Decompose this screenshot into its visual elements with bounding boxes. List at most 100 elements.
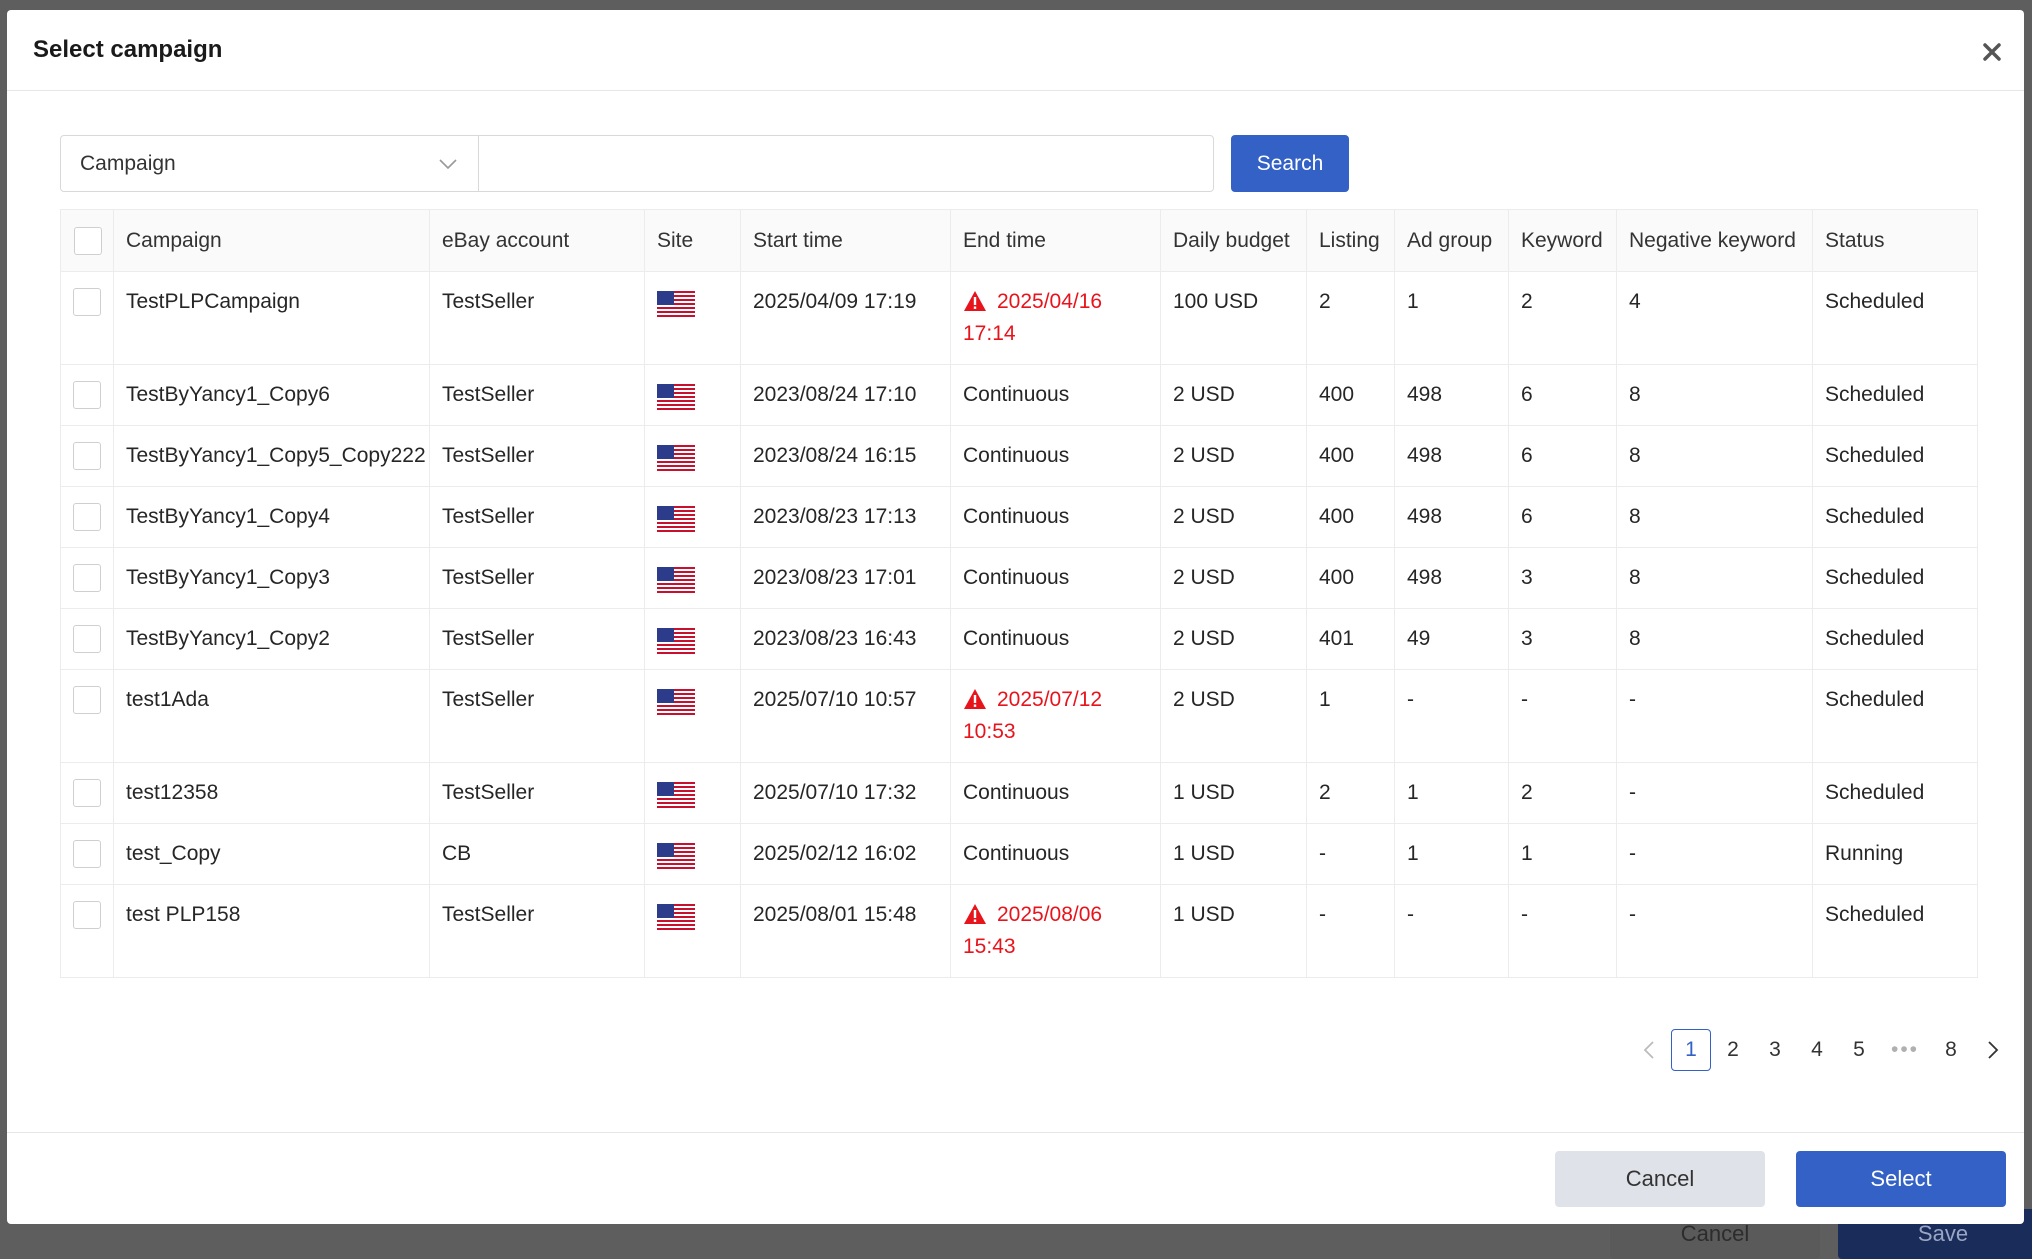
page-button-4[interactable]: 4: [1811, 1038, 1823, 1061]
ad-group-count: -: [1407, 688, 1414, 711]
column-header-negative-keyword[interactable]: Negative keyword: [1616, 209, 1813, 272]
table-row[interactable]: test12358 TestSeller 2025/07/10 17:32 Co…: [60, 762, 1978, 824]
status-cell: Scheduled: [1812, 884, 1978, 978]
search-button[interactable]: Search: [1231, 135, 1349, 192]
start-time-cell: 2025/04/09 17:19: [740, 271, 951, 365]
end-clock-time: 15:43: [963, 935, 1016, 958]
table-row[interactable]: TestByYancy1_Copy5_Copy222 TestSeller 20…: [60, 425, 1978, 487]
page-button-3[interactable]: 3: [1769, 1038, 1781, 1061]
negative-keyword-count: -: [1629, 688, 1636, 711]
column-header-ad-group[interactable]: Ad group: [1394, 209, 1509, 272]
row-checkbox[interactable]: [73, 381, 101, 410]
select-button[interactable]: Select: [1796, 1151, 2006, 1207]
row-checkbox[interactable]: [73, 625, 101, 654]
listing-count: 2: [1319, 290, 1331, 313]
row-checkbox[interactable]: [73, 442, 101, 471]
pagination-ellipsis[interactable]: •••: [1890, 1038, 1920, 1061]
cancel-button[interactable]: Cancel: [1555, 1151, 1765, 1207]
column-header-ebay-account[interactable]: eBay account: [429, 209, 645, 272]
site-cell: [644, 884, 741, 978]
column-header-daily-budget[interactable]: Daily budget: [1160, 209, 1307, 272]
negative-keyword-count: 8: [1629, 505, 1641, 528]
table-row[interactable]: TestByYancy1_Copy4 TestSeller 2023/08/23…: [60, 486, 1978, 548]
column-header-site[interactable]: Site: [644, 209, 741, 272]
row-checkbox[interactable]: [73, 779, 101, 808]
status-text: Scheduled: [1825, 383, 1925, 406]
row-checkbox[interactable]: [73, 503, 101, 532]
row-checkbox[interactable]: [73, 686, 101, 715]
page-button-8[interactable]: 8: [1945, 1038, 1957, 1061]
status-text: Scheduled: [1825, 627, 1925, 650]
start-time: 2025/07/10 10:57: [753, 688, 917, 711]
column-header-status[interactable]: Status: [1812, 209, 1978, 272]
campaign-name: TestByYancy1_Copy5_Copy222: [126, 444, 426, 467]
row-checkbox[interactable]: [73, 288, 101, 317]
column-header-start-time[interactable]: Start time: [740, 209, 951, 272]
table-row[interactable]: TestByYancy1_Copy3 TestSeller 2023/08/23…: [60, 547, 1978, 609]
row-checkbox[interactable]: [73, 901, 101, 930]
keyword-count: 6: [1521, 444, 1533, 467]
end-time-cell: 2025/07/12 10:53: [950, 669, 1161, 763]
column-header-listing[interactable]: Listing: [1306, 209, 1395, 272]
page-button-1[interactable]: 1: [1671, 1029, 1711, 1071]
start-time-cell: 2023/08/24 16:15: [740, 425, 951, 487]
status-cell: Scheduled: [1812, 669, 1978, 763]
listing-count: 400: [1319, 505, 1355, 528]
ebay-account-cell: TestSeller: [429, 884, 645, 978]
search-field-select[interactable]: Campaign: [60, 135, 479, 192]
ebay-account: TestSeller: [442, 290, 535, 313]
start-time-cell: 2025/02/12 16:02: [740, 823, 951, 885]
table-row[interactable]: TestByYancy1_Copy2 TestSeller 2023/08/23…: [60, 608, 1978, 670]
ad-group-count: 498: [1407, 383, 1443, 406]
ad-group-cell: -: [1394, 669, 1509, 763]
table-row[interactable]: test_Copy CB 2025/02/12 16:02 Continuous…: [60, 823, 1978, 885]
campaign-name-cell: TestPLPCampaign: [113, 271, 430, 365]
ebay-account-cell: TestSeller: [429, 271, 645, 365]
table-row[interactable]: test PLP158 TestSeller 2025/08/01 15:48 …: [60, 884, 1978, 978]
prev-page-button[interactable]: [1629, 1029, 1669, 1071]
keyword-count: -: [1521, 688, 1528, 711]
end-clock-time: 10:53: [963, 720, 1016, 743]
negative-keyword-cell: -: [1616, 884, 1813, 978]
close-button[interactable]: [1976, 36, 2008, 68]
negative-keyword-count: -: [1629, 842, 1636, 865]
select-campaign-dialog: Select campaign Campaign Search: [7, 10, 2024, 1224]
table-row[interactable]: TestByYancy1_Copy6 TestSeller 2023/08/24…: [60, 364, 1978, 426]
start-time: 2023/08/23 17:01: [753, 566, 917, 589]
chevron-left-icon: [1643, 1041, 1654, 1059]
campaign-name: TestByYancy1_Copy2: [126, 627, 330, 650]
site-cell: [644, 762, 741, 824]
status-cell: Scheduled: [1812, 762, 1978, 824]
column-header-end-time[interactable]: End time: [950, 209, 1161, 272]
listing-cell: 2: [1306, 271, 1395, 365]
table-row[interactable]: test1Ada TestSeller 2025/07/10 10:57 202…: [60, 669, 1978, 763]
site-cell: [644, 425, 741, 487]
row-select-cell: [60, 547, 114, 609]
select-all-checkbox[interactable]: [74, 226, 102, 255]
ebay-account: TestSeller: [442, 505, 535, 528]
next-page-button[interactable]: [1973, 1029, 2013, 1071]
daily-budget-cell: 1 USD: [1160, 762, 1307, 824]
row-checkbox[interactable]: [73, 840, 101, 869]
row-checkbox[interactable]: [73, 564, 101, 593]
ebay-account-cell: TestSeller: [429, 364, 645, 426]
start-time: 2025/08/01 15:48: [753, 903, 917, 926]
keyword-cell: 6: [1508, 486, 1617, 548]
us-flag-icon: [657, 843, 695, 869]
listing-cell: -: [1306, 884, 1395, 978]
page-button-2[interactable]: 2: [1727, 1038, 1739, 1061]
listing-count: 400: [1319, 444, 1355, 467]
column-header-campaign[interactable]: Campaign: [113, 209, 430, 272]
dialog-header: Select campaign: [7, 10, 2024, 91]
table-row[interactable]: TestPLPCampaign TestSeller 2025/04/09 17…: [60, 271, 1978, 365]
page-button-5[interactable]: 5: [1853, 1038, 1865, 1061]
negative-keyword-count: -: [1629, 781, 1636, 804]
keyword-count: 3: [1521, 566, 1533, 589]
listing-cell: 400: [1306, 547, 1395, 609]
site-cell: [644, 669, 741, 763]
end-time: Continuous: [963, 383, 1069, 406]
ad-group-count: 1: [1407, 842, 1419, 865]
search-input[interactable]: [479, 135, 1214, 192]
listing-cell: 400: [1306, 425, 1395, 487]
column-header-keyword[interactable]: Keyword: [1508, 209, 1617, 272]
